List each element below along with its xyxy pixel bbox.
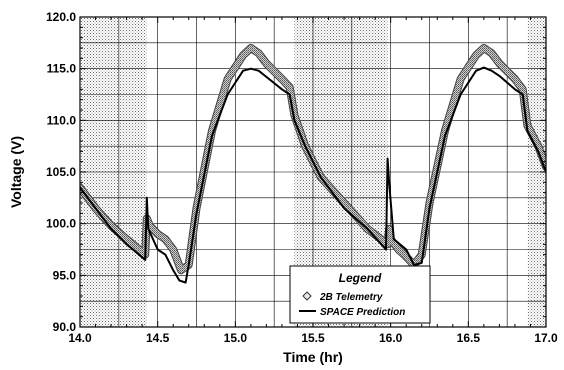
x-tick-label: 15.5	[301, 331, 325, 345]
y-tick-label: 95.0	[53, 268, 77, 282]
x-tick-label: 16.0	[379, 331, 403, 345]
x-axis-title: Time (hr)	[283, 349, 343, 365]
y-tick-label: 90.0	[53, 320, 77, 334]
y-tick-label: 100.0	[46, 217, 76, 231]
legend-box	[289, 265, 431, 324]
legend-title: Legend	[339, 271, 382, 285]
legend-entry-telemetry: 2B Telemetry	[319, 292, 383, 303]
legend-entry-prediction: SPACE Prediction	[320, 307, 405, 318]
x-tick-label: 16.5	[457, 331, 481, 345]
series	[80, 44, 546, 284]
x-tick-label: 17.0	[534, 331, 558, 345]
legend-marker-diamond	[302, 291, 312, 301]
y-tick-label: 115.0	[47, 62, 77, 76]
y-tick-label: 105.0	[46, 165, 76, 179]
axis-ticks	[79, 16, 547, 328]
y-tick-label: 120.0	[46, 10, 76, 24]
x-tick-label: 14.0	[68, 331, 92, 345]
tick-labels: 14.0 14.5 15.0 15.5 16.0 16.5 17.0 90.0 95.0 100.…	[46, 10, 558, 345]
x-tick-label: 14.5	[146, 331, 170, 345]
y-tick-label: 110.0	[47, 113, 77, 127]
y-axis-title: Voltage (V)	[8, 136, 24, 208]
legend: Legend 2B Telemetry SPACE Prediction	[289, 265, 431, 324]
series-prediction-line	[80, 66, 546, 284]
x-tick-label: 15.0	[224, 331, 248, 345]
